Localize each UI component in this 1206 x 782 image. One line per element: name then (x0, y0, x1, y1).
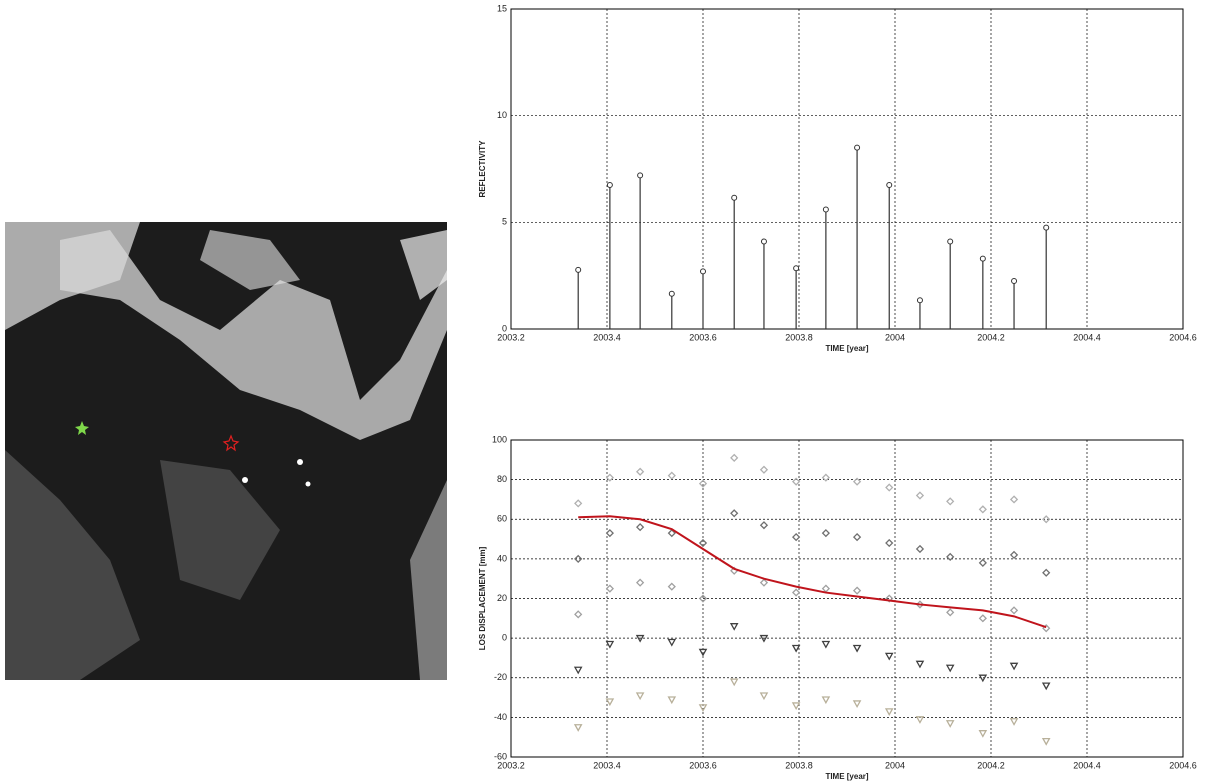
x-tick-label: 2003.4 (593, 760, 621, 770)
y-tick-label: 20 (497, 593, 507, 603)
stem-marker (887, 183, 892, 188)
x-tick-label: 2004.4 (1073, 332, 1101, 342)
y-tick-label: 5 (502, 217, 507, 227)
stem-marker (855, 145, 860, 150)
x-tick-label: 2003.6 (689, 332, 717, 342)
y-tick-label: 0 (502, 633, 507, 643)
page: {"chart_data": [ {"type": "stem", "color… (0, 0, 1206, 782)
stem-marker (761, 239, 766, 244)
x-axis-title: TIME [year] (825, 772, 868, 781)
plot-frame (511, 9, 1183, 329)
stem-marker (732, 195, 737, 200)
x-tick-label: 2004 (885, 760, 905, 770)
stem-marker (576, 267, 581, 272)
stem-marker (823, 207, 828, 212)
y-tick-label: 80 (497, 474, 507, 484)
x-tick-label: 2004.2 (977, 332, 1005, 342)
x-tick-label: 2004.4 (1073, 760, 1101, 770)
y-tick-label: 10 (497, 110, 507, 120)
x-tick-label: 2004 (885, 332, 905, 342)
stem-marker (794, 266, 799, 271)
x-axis-title: TIME [year] (825, 344, 868, 353)
sar-image (5, 222, 447, 680)
figure: 0 5 10 15 2003.2 2003.4 2003.6 2003.8 2004 2004.2… (0, 0, 1206, 782)
stem-marker (948, 239, 953, 244)
y-tick-label: -40 (494, 712, 507, 722)
x-tick-label: 2004.6 (1169, 332, 1197, 342)
x-tick-label: 2004.2 (977, 760, 1005, 770)
stem-marker (917, 298, 922, 303)
x-tick-label: 2003.6 (689, 760, 717, 770)
x-tick-label: 2003.8 (785, 332, 813, 342)
x-tick-label: 2003.2 (497, 332, 525, 342)
y-axis-title: LOS DISPLACEMENT [mm] (478, 546, 487, 650)
y-axis-title: REFLECTIVITY (478, 140, 487, 198)
x-tick-label: 2004.6 (1169, 760, 1197, 770)
x-tick-label: 2003.2 (497, 760, 525, 770)
stem-marker (701, 269, 706, 274)
x-tick-label: 2003.8 (785, 760, 813, 770)
stem-marker (607, 183, 612, 188)
y-tick-label: 40 (497, 553, 507, 563)
y-tick-label: 100 (492, 434, 507, 444)
stem-marker (980, 256, 985, 261)
stem-marker (1044, 225, 1049, 230)
y-tick-label: -20 (494, 672, 507, 682)
stem-marker (669, 291, 674, 296)
stem-marker (1012, 279, 1017, 284)
y-tick-label: 15 (497, 3, 507, 13)
x-tick-label: 2003.4 (593, 332, 621, 342)
y-tick-label: 60 (497, 514, 507, 524)
stem-marker (638, 173, 643, 178)
